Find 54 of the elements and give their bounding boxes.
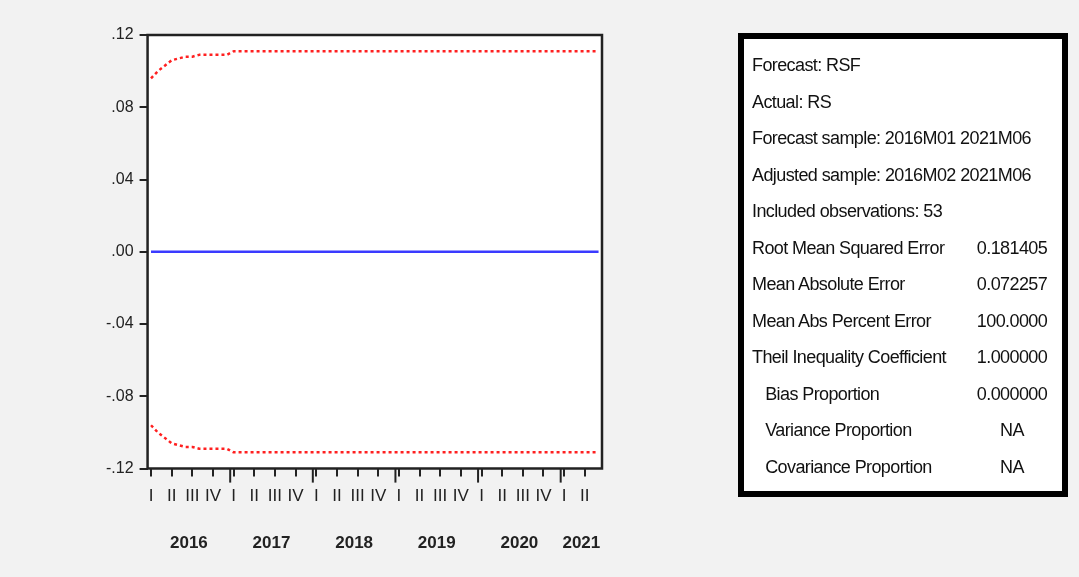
- x-tick-label: IV: [535, 486, 553, 506]
- text: 2017: [252, 533, 291, 553]
- y-tick-label: -.08: [105, 386, 134, 404]
- x-tick-label: I: [231, 486, 236, 506]
- x-tick-label: IV: [204, 486, 222, 506]
- x-tick-label: IV: [370, 486, 387, 506]
- text: 2021: [562, 533, 601, 553]
- x-tick-label: I: [313, 486, 319, 506]
- category-label: Mean Absolute Error: [752, 273, 905, 296]
- x-tick-label: II: [332, 486, 342, 506]
- category-label: Covariance Proportion: [764, 455, 932, 479]
- category-label: Forecast sample: 2016M01 2021M06: [752, 127, 1031, 150]
- category-label: Included observations: 53: [752, 200, 943, 223]
- category-label: Adjusted sample: 2016M02 2021M06: [752, 163, 1031, 187]
- x-tick-label: IV: [452, 486, 470, 506]
- y-tick-label: .12: [111, 25, 134, 43]
- x-tick-label: II: [414, 486, 425, 506]
- x-tick-label: III: [515, 486, 530, 506]
- x-tick-label: I: [148, 486, 154, 506]
- text: 0.072257: [976, 274, 1048, 294]
- category-label: Root Mean Squared Error: [752, 236, 945, 260]
- y-tick-label: .08: [111, 97, 134, 115]
- x-tick-label: IV: [287, 486, 305, 506]
- category-label: Variance Proportion: [764, 419, 912, 442]
- x-tick-label: III: [433, 486, 448, 506]
- y-tick-label: -.12: [105, 459, 134, 477]
- text: 2019: [417, 533, 456, 553]
- category-label: Forecast: RSF: [752, 54, 861, 77]
- text: 0.000000: [976, 383, 1048, 404]
- y-tick-label: .04: [111, 169, 134, 187]
- x-tick-label: III: [185, 486, 200, 506]
- x-tick-label: I: [396, 486, 402, 506]
- text: 2018: [335, 533, 374, 553]
- x-tick-label: III: [267, 486, 283, 506]
- category-label: Theil Inequality Coefficient: [752, 346, 946, 369]
- text: NA: [1000, 420, 1024, 440]
- y-tick-label: -.04: [105, 314, 134, 332]
- x-tick-label: III: [350, 486, 365, 506]
- category-label: Actual: RS: [752, 90, 832, 114]
- text: 0.181405: [976, 237, 1048, 258]
- x-tick-label: II: [497, 486, 507, 506]
- category-label: Mean Abs Percent Error: [752, 309, 931, 333]
- text: 100.0000: [976, 310, 1048, 331]
- x-tick-label: I: [561, 486, 567, 506]
- x-tick-label: II: [249, 486, 260, 506]
- text: 2020: [500, 533, 539, 553]
- text: 1.000000: [976, 347, 1048, 367]
- category-label: Bias Proportion: [764, 382, 880, 406]
- text: NA: [1000, 456, 1024, 477]
- x-tick-label: II: [580, 486, 590, 506]
- x-tick-label: II: [166, 486, 177, 506]
- y-tick-label: .00: [111, 242, 134, 260]
- text: 2016: [169, 533, 208, 553]
- x-tick-label: I: [479, 486, 484, 506]
